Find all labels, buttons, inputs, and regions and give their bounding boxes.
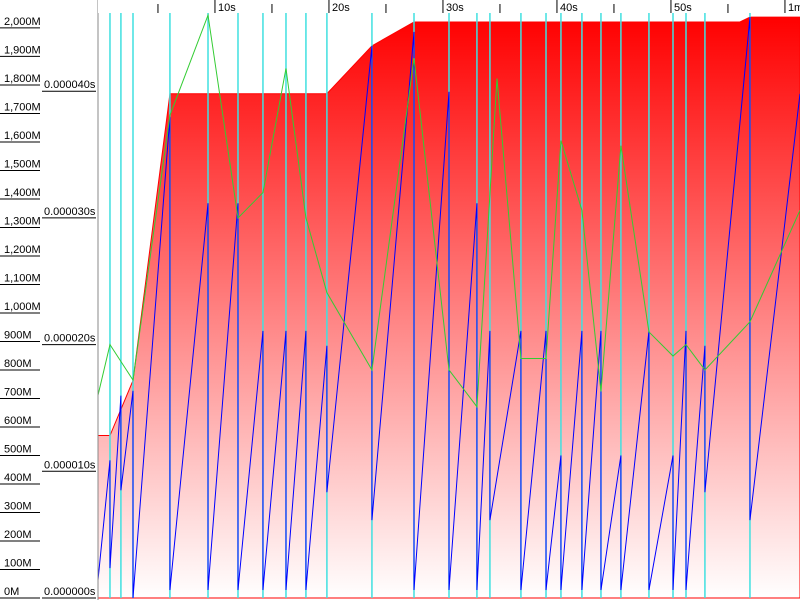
axis-panel <box>0 0 98 600</box>
used-memory-line <box>97 17 800 599</box>
x-tick-label: 40s <box>560 2 578 14</box>
y-tick-label: 300M <box>4 500 32 512</box>
y-tick-label: 1,400M <box>4 187 41 199</box>
y-tick-label: 900M <box>4 329 32 341</box>
y2-tick-label: 0.000020s <box>44 333 96 345</box>
pause-line <box>97 13 800 409</box>
y-tick-label: 400M <box>4 472 32 484</box>
x-axis-strip <box>98 0 800 13</box>
x-tick-label: 50s <box>674 2 692 14</box>
x-tick-label: 30s <box>446 2 464 14</box>
y-tick-label: 100M <box>4 557 32 569</box>
y-tick-label: 1,800M <box>4 73 41 85</box>
y-tick-label: 700M <box>4 386 32 398</box>
y-tick-label: 1,300M <box>4 215 41 227</box>
y-tick-label: 1,600M <box>4 130 41 142</box>
y-tick-label: 800M <box>4 358 32 370</box>
y-tick-label: 1,700M <box>4 101 41 113</box>
y-tick-label: 1,500M <box>4 158 41 170</box>
y-tick-label: 200M <box>4 529 32 541</box>
y-tick-label: 600M <box>4 415 32 427</box>
x-tick-label: 10s <box>218 2 236 14</box>
y-tick-label: 1,000M <box>4 301 41 313</box>
y-tick-label: 2,000M <box>4 16 41 28</box>
y2-tick-label: 0.000040s <box>44 79 96 91</box>
y-tick-label: 1,200M <box>4 244 41 256</box>
y-tick-label: 0M <box>4 586 19 598</box>
x-tick-label: 1m <box>788 2 800 14</box>
y2-tick-label: 0.000000s <box>44 586 96 598</box>
y2-tick-label: 0.000010s <box>44 459 96 471</box>
x-tick-label: 20s <box>332 2 350 14</box>
y2-tick-label: 0.000030s <box>44 206 96 218</box>
y-tick-label: 1,900M <box>4 44 41 56</box>
y-tick-label: 1,100M <box>4 272 41 284</box>
y-tick-label: 500M <box>4 443 32 455</box>
